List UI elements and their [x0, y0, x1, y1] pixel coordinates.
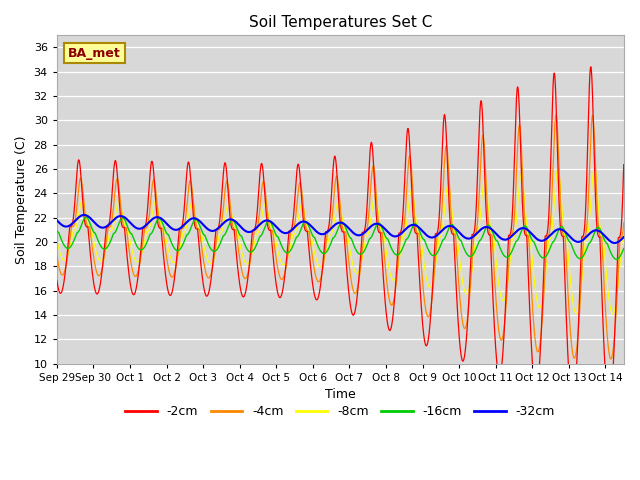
X-axis label: Time: Time [325, 388, 356, 401]
Text: BA_met: BA_met [68, 47, 121, 60]
Title: Soil Temperatures Set C: Soil Temperatures Set C [248, 15, 432, 30]
Legend: -2cm, -4cm, -8cm, -16cm, -32cm: -2cm, -4cm, -8cm, -16cm, -32cm [120, 400, 560, 423]
Y-axis label: Soil Temperature (C): Soil Temperature (C) [15, 135, 28, 264]
